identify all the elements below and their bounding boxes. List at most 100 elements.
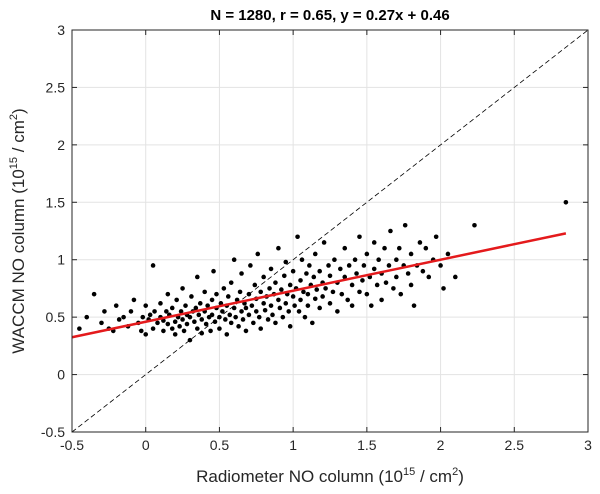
data-point — [252, 282, 258, 288]
data-point — [311, 274, 317, 280]
data-point — [209, 312, 215, 318]
data-point — [231, 257, 237, 263]
data-point — [150, 263, 156, 268]
data-point — [305, 291, 311, 297]
data-point — [411, 303, 417, 308]
fit-line-group — [71, 232, 567, 339]
y-axis-label: WACCM NO column (1015 / cm2) — [8, 108, 28, 353]
data-point — [155, 320, 160, 326]
data-point — [388, 228, 393, 234]
data-point — [256, 314, 262, 320]
data-point — [180, 317, 185, 322]
data-point — [332, 257, 337, 263]
data-point — [277, 305, 283, 311]
data-point — [223, 317, 228, 322]
data-point — [116, 317, 122, 322]
data-point — [239, 309, 244, 314]
x-tick-label: 0 — [142, 437, 150, 453]
data-point — [563, 199, 569, 205]
data-point — [208, 328, 213, 334]
data-point — [196, 312, 202, 318]
data-point — [99, 320, 104, 326]
data-point — [317, 305, 322, 311]
data-point — [150, 326, 156, 331]
data-point — [286, 309, 292, 314]
data-point — [299, 257, 305, 263]
data-point — [161, 328, 166, 334]
data-point — [346, 263, 352, 268]
data-point — [138, 328, 144, 334]
data-point — [237, 289, 243, 295]
data-point — [227, 312, 233, 318]
data-point — [396, 245, 402, 251]
data-point — [364, 251, 370, 257]
data-point — [217, 314, 222, 320]
data-point — [164, 309, 169, 314]
data-point — [379, 297, 384, 303]
data-point — [121, 314, 126, 320]
data-point — [287, 324, 293, 329]
data-point — [84, 314, 90, 320]
y-tick-label: 2.5 — [46, 79, 66, 95]
data-point — [326, 263, 331, 268]
data-point — [177, 324, 182, 329]
data-point — [212, 319, 218, 325]
data-point — [273, 320, 278, 326]
data-point — [243, 305, 249, 311]
data-point — [273, 280, 278, 285]
data-point — [283, 301, 289, 306]
data-point — [304, 271, 309, 276]
data-point — [302, 314, 308, 320]
data-point — [224, 332, 230, 337]
data-point — [217, 326, 222, 331]
data-point — [335, 309, 340, 314]
data-point — [290, 294, 296, 299]
data-point — [181, 328, 187, 334]
data-point — [243, 328, 249, 334]
data-point — [349, 303, 355, 308]
data-point — [383, 280, 389, 285]
data-point — [472, 222, 477, 228]
data-point — [228, 280, 234, 285]
data-point — [251, 320, 256, 326]
data-point — [317, 268, 322, 274]
data-point — [338, 266, 343, 272]
data-point — [128, 309, 134, 314]
data-point — [374, 282, 380, 288]
data-point — [371, 240, 377, 245]
data-point — [258, 326, 264, 331]
data-point — [296, 309, 302, 314]
data-point — [202, 289, 207, 295]
data-point — [249, 303, 255, 308]
data-point — [172, 332, 178, 337]
data-point — [342, 274, 348, 280]
data-point — [298, 278, 303, 283]
data-point — [265, 317, 271, 322]
data-point — [131, 297, 137, 303]
data-point — [169, 305, 175, 311]
data-point — [228, 320, 234, 326]
data-point — [361, 263, 367, 268]
data-point — [382, 245, 387, 251]
data-point — [321, 240, 327, 245]
data-point — [211, 268, 216, 274]
data-point — [221, 286, 227, 291]
data-point — [441, 286, 446, 291]
data-point — [199, 330, 205, 336]
data-point — [193, 305, 199, 311]
chart-title: N = 1280, r = 0.65, y = 0.27x + 0.46 — [210, 7, 449, 24]
data-point — [255, 251, 261, 257]
data-point — [301, 289, 306, 295]
data-point — [205, 303, 210, 308]
data-points — [77, 199, 569, 343]
data-point — [77, 326, 82, 331]
data-point — [408, 282, 414, 288]
data-point — [398, 291, 404, 297]
data-point — [147, 312, 153, 318]
data-point — [184, 321, 190, 327]
data-point — [307, 263, 312, 268]
data-point — [231, 305, 237, 311]
data-point — [143, 332, 149, 337]
data-point — [270, 312, 275, 318]
data-point — [113, 303, 119, 308]
